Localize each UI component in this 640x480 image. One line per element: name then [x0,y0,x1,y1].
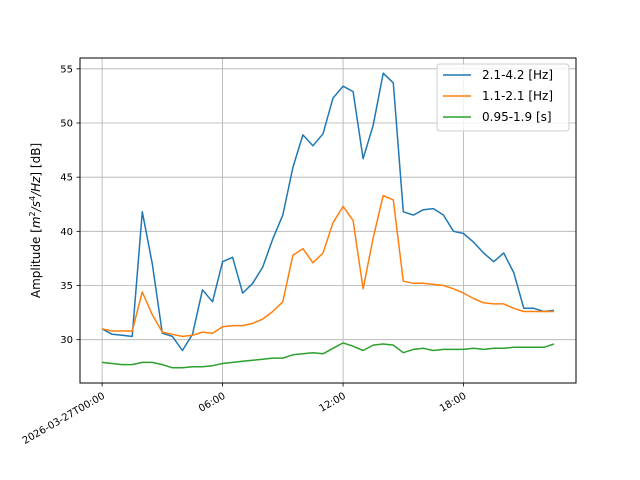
y-axis: 30 35 40 45 50 55 [60,64,80,346]
y-tick-label: 40 [60,227,73,238]
y-tick-label: 45 [60,173,73,184]
series-line-0 [101,72,554,352]
legend-label-2: 0.95-1.9 [s] [482,110,552,124]
y-axis-label: Amplitude [m2/s4/Hz] [dB] [28,143,43,298]
x-tick-label: 2026-03-27T00:00 [21,391,107,447]
x-tick-label: 18:00 [438,391,468,415]
y-tick-label: 35 [60,281,73,292]
plot-frame [79,57,577,384]
legend-box [436,63,570,132]
legend: 2.1-4.2 [Hz] 1.1-2.1 [Hz] 0.95-1.9 [s] [436,63,570,132]
legend-label-1: 1.1-2.1 [Hz] [482,89,553,103]
series-line-2 [102,342,555,369]
x-tick-label: 12:00 [317,391,347,415]
x-axis: 2026-03-27T00:00 06:00 12:00 18:00 [21,383,468,447]
series-line-1 [101,194,554,338]
x-tick-label: 06:00 [197,391,227,415]
y-tick-label: 50 [60,119,73,130]
legend-label-0: 2.1-4.2 [Hz] [482,68,553,82]
y-tick-label: 30 [60,335,73,346]
series-layer [101,72,555,369]
y-tick-label: 55 [60,64,73,75]
